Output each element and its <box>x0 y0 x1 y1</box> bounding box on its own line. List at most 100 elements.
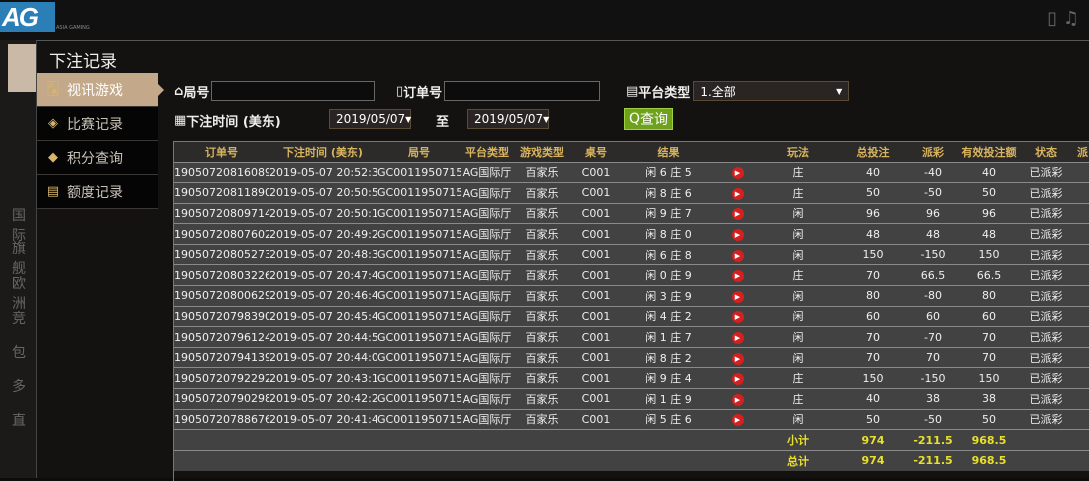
empty-cell <box>1071 429 1089 451</box>
empty-cell <box>1071 346 1089 368</box>
total-payout: -211.5 <box>909 449 957 471</box>
play-video-icon[interactable]: ▶ <box>731 167 744 180</box>
play-video-icon[interactable]: ▶ <box>731 311 744 324</box>
table-cell: AG国际厅 <box>461 161 513 183</box>
table-cell: C001 <box>571 326 621 348</box>
table-cell: 60 <box>837 305 909 327</box>
table-cell: 2019-05-07 20:47:45 <box>269 264 377 286</box>
table-cell: 70 <box>837 264 909 286</box>
table-cell: AG国际厅 <box>461 243 513 265</box>
table-cell: 96 <box>837 202 909 224</box>
order-input[interactable] <box>444 81 601 101</box>
table-cell: 190507208097146 <box>174 202 269 224</box>
table-cell: 闲 <box>759 202 837 224</box>
table-cell: 2019-05-07 20:50:11 <box>269 202 377 224</box>
play-video-icon[interactable]: ▶ <box>731 393 744 406</box>
order-label: 订单号 <box>403 85 443 101</box>
calendar-icon: ▦ <box>174 113 187 128</box>
table-cell: -70 <box>909 326 957 348</box>
play-video-icon[interactable]: ▶ <box>731 229 744 242</box>
table-cell: AG国际厅 <box>461 264 513 286</box>
modal-sidebar: 🂡 视讯游戏 ◈ 比赛记录 ◆ 积分查询 ▤ 额度记录 <box>37 73 164 209</box>
date-from[interactable]: 2019/05/07 ▼ <box>329 109 411 129</box>
platform-label: 平台类型 <box>638 85 691 101</box>
play-video-icon[interactable]: ▶ <box>731 352 744 365</box>
query-label: 查询 <box>640 112 669 128</box>
table-cell: 190507208052733 <box>174 243 269 265</box>
table-cell: 百家乐 <box>513 243 571 265</box>
sidebar-item-video-games[interactable]: 🂡 视讯游戏 <box>37 73 164 107</box>
table-cell: 2019-05-07 20:45:47 <box>269 305 377 327</box>
table-row: 190507207983908 2019-05-07 20:45:47 GC0011… <box>174 305 1089 327</box>
play-video-icon[interactable]: ▶ <box>731 270 744 283</box>
date-from-value: 2019/05/07 <box>336 112 406 126</box>
table-cell: 闲 3 庄 9 <box>621 285 716 307</box>
play-video-icon[interactable]: ▶ <box>731 249 744 262</box>
table-cell: C001 <box>571 202 621 224</box>
empty-cell <box>716 429 759 451</box>
table-cell: 190507207886766 <box>174 408 269 430</box>
table-cell: C001 <box>571 161 621 183</box>
play-video-icon[interactable]: ▶ <box>731 187 744 200</box>
table-cell: 已派彩 <box>1021 182 1071 204</box>
table-cell: 70 <box>909 346 957 368</box>
table-cell: 48 <box>837 223 909 245</box>
table-cell: 庄 <box>759 264 837 286</box>
table-cell: 150 <box>957 367 1021 389</box>
music-icon[interactable]: ♫ <box>1062 8 1079 29</box>
column-header: 派彩 <box>909 142 957 162</box>
logo-subtitle: ASIA GAMING <box>56 25 90 31</box>
table-cell: 80 <box>957 285 1021 307</box>
table-cell: 闲 8 庄 0 <box>621 223 716 245</box>
subtotal-label: 小计 <box>759 429 837 451</box>
table-cell: -150 <box>909 243 957 265</box>
empty-cell <box>1071 202 1089 224</box>
bg-item: 旗舰 <box>12 241 26 277</box>
table-cell: 2019-05-07 20:44:03 <box>269 346 377 368</box>
table-row: 190507207902985 2019-05-07 20:42:25 GC0011… <box>174 388 1089 410</box>
table-cell: GC0011950715P <box>377 264 461 286</box>
table-cell: GC0011950715M <box>377 326 461 348</box>
table-cell: -50 <box>909 182 957 204</box>
to-label: 至 <box>436 115 450 130</box>
play-video-icon[interactable]: ▶ <box>731 208 744 221</box>
table-cell: 2019-05-07 20:48:30 <box>269 243 377 265</box>
table-cell: C001 <box>571 346 621 368</box>
column-header: 派 <box>1071 142 1089 162</box>
query-button[interactable]: Q 查询 <box>624 108 674 130</box>
table-row: 190507208032268 2019-05-07 20:47:45 GC0011… <box>174 264 1089 286</box>
table-cell: 2019-05-07 20:43:18 <box>269 367 377 389</box>
replay-cell: ▶ <box>716 326 759 348</box>
table-row: 190507207922921 2019-05-07 20:43:18 GC0011… <box>174 367 1089 389</box>
bg-item: 竞 <box>12 311 26 327</box>
table-cell: 66.5 <box>909 264 957 286</box>
table-cell: 38 <box>909 388 957 410</box>
replay-cell: ▶ <box>716 264 759 286</box>
replay-cell: ▶ <box>716 202 759 224</box>
column-header: 下注时间 (美东) <box>269 142 377 162</box>
sidebar-item-points[interactable]: ◆ 积分查询 <box>37 141 158 175</box>
play-video-icon[interactable]: ▶ <box>731 332 744 345</box>
table-cell: 闲 8 庄 6 <box>621 182 716 204</box>
total-row: 总计 974 -211.5 968.5 <box>174 449 1089 471</box>
table-cell: 70 <box>957 346 1021 368</box>
table-cell: 百家乐 <box>513 346 571 368</box>
table-cell: 闲 <box>759 285 837 307</box>
empty-cell <box>1071 182 1089 204</box>
empty-cell <box>269 449 377 471</box>
platform-select[interactable]: 1.全部 ▼ <box>693 81 850 101</box>
table-cell: C001 <box>571 243 621 265</box>
replay-cell: ▶ <box>716 305 759 327</box>
date-to[interactable]: 2019/05/07 ▼ <box>467 109 549 129</box>
table-cell: 闲 <box>759 305 837 327</box>
play-video-icon[interactable]: ▶ <box>731 373 744 386</box>
play-video-icon[interactable]: ▶ <box>731 290 744 303</box>
phone-icon[interactable]: ▯ <box>1047 8 1058 29</box>
round-input[interactable] <box>211 81 376 101</box>
table-cell: 闲 <box>759 223 837 245</box>
table-row: 190507208160895 2019-05-07 20:52:30 GC0011… <box>174 161 1089 183</box>
table-cell: 190507208032268 <box>174 264 269 286</box>
play-video-icon[interactable]: ▶ <box>731 414 744 427</box>
sidebar-item-match-records[interactable]: ◈ 比赛记录 <box>37 107 158 141</box>
sidebar-item-credit-records[interactable]: ▤ 额度记录 <box>37 175 158 209</box>
